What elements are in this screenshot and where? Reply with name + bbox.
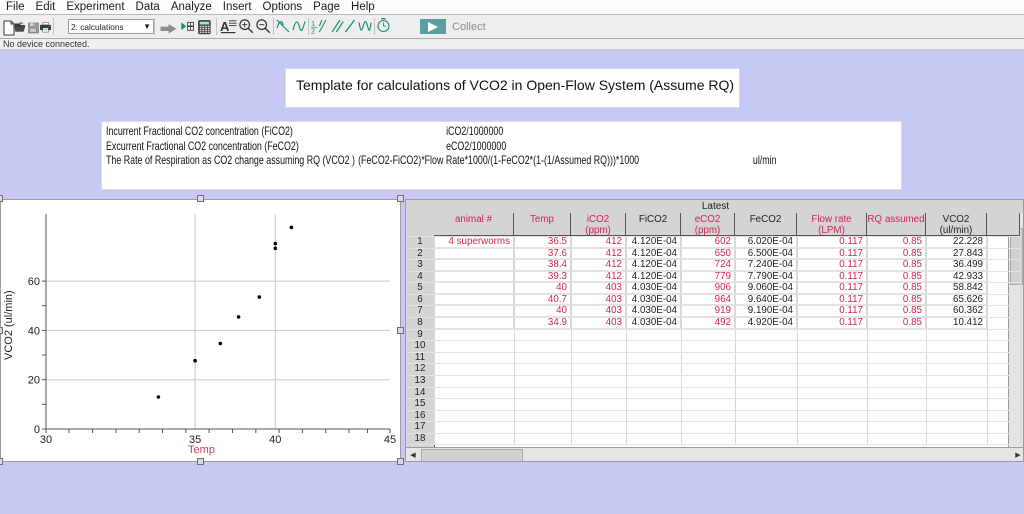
- svg-text:A: A: [220, 19, 230, 34]
- svg-text:40: 40: [28, 325, 40, 337]
- svg-text:20: 20: [28, 375, 40, 387]
- svg-text:0: 0: [34, 424, 40, 436]
- svg-text:60: 60: [28, 276, 40, 288]
- svg-text:2: 2: [311, 27, 315, 36]
